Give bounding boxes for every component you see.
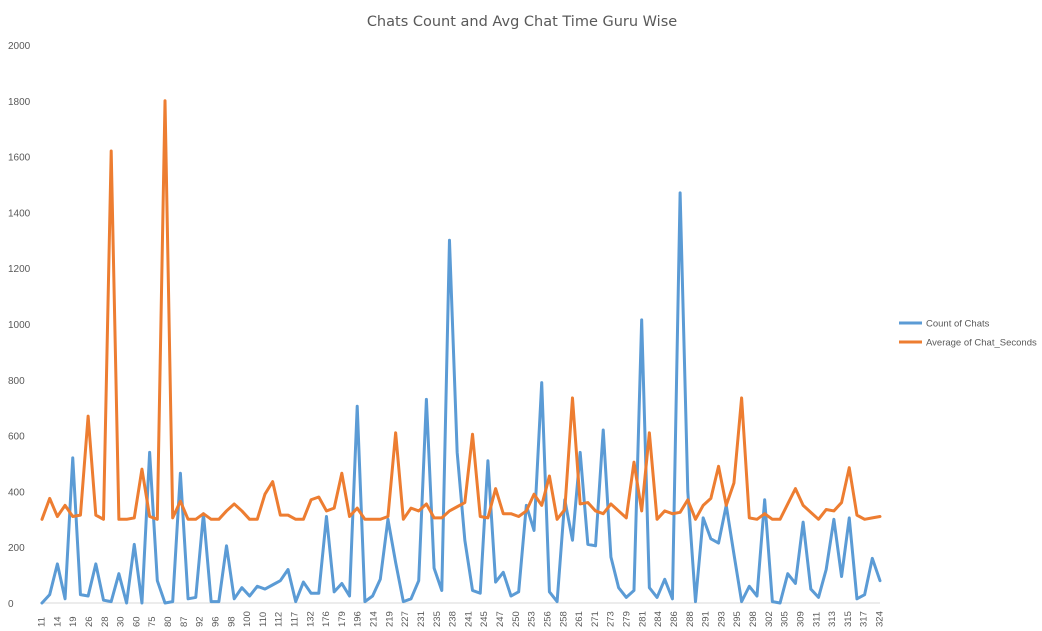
x-tick-label: 219 (384, 611, 395, 627)
x-tick-label: 96 (210, 616, 221, 627)
x-tick-label: 302 (764, 611, 775, 627)
x-tick-label: 298 (748, 611, 759, 627)
x-tick-label: 227 (400, 611, 411, 627)
x-tick-label: 30 (116, 616, 127, 627)
x-tick-label: 291 (701, 611, 712, 627)
x-tick-label: 253 (527, 611, 538, 627)
x-tick-label: 80 (163, 616, 174, 627)
y-axis: 0 200 400 600 800 1000 1200 1400 1600 1800 2000 (8, 41, 31, 610)
x-tick-label: 179 (337, 611, 348, 627)
x-axis: 11 14 19 26 28 30 60 75 80 87 92 96 98 100 110 112 117 13… (37, 602, 886, 627)
y-tick-label: 800 (8, 376, 25, 387)
x-tick-label: 293 (716, 611, 727, 627)
x-tick-label: 271 (590, 611, 601, 627)
x-tick-label: 100 (242, 611, 253, 627)
x-tick-label: 26 (84, 616, 95, 627)
x-tick-label: 14 (52, 616, 63, 627)
x-tick-label: 247 (495, 611, 506, 627)
x-tick-label: 196 (353, 611, 364, 627)
x-tick-label: 288 (685, 611, 696, 627)
x-tick-label: 245 (479, 611, 490, 627)
series-line-average-of-chat-seconds (40, 99, 882, 521)
x-tick-label: 112 (274, 612, 285, 627)
x-tick-label: 117 (289, 612, 300, 627)
x-tick-label: 11 (37, 617, 48, 627)
x-tick-label: 317 (859, 611, 870, 627)
x-tick-label: 324 (875, 611, 886, 627)
x-tick-label: 98 (226, 616, 237, 627)
legend-label: Average of Chat_Seconds (926, 338, 1037, 349)
y-tick-label: 0 (8, 599, 14, 610)
x-tick-label: 295 (732, 611, 743, 627)
x-tick-label: 132 (305, 611, 316, 627)
x-tick-label: 214 (369, 611, 380, 627)
y-tick-label: 400 (8, 487, 25, 498)
x-tick-label: 261 (574, 611, 585, 627)
y-tick-label: 1600 (8, 153, 31, 164)
y-tick-label: 600 (8, 432, 25, 443)
x-tick-label: 250 (511, 611, 522, 627)
x-tick-label: 258 (558, 611, 569, 627)
x-tick-label: 87 (179, 616, 190, 627)
x-tick-label: 92 (195, 616, 206, 627)
x-tick-label: 279 (622, 611, 633, 627)
x-tick-label: 305 (780, 611, 791, 627)
x-tick-label: 19 (68, 616, 79, 627)
x-tick-label: 313 (827, 611, 838, 627)
x-tick-label: 75 (147, 616, 158, 627)
x-tick-label: 256 (542, 611, 553, 627)
y-tick-label: 1200 (8, 264, 31, 275)
chart-title: Chats Count and Avg Chat Time Guru Wise (367, 14, 677, 30)
x-tick-label: 315 (843, 611, 854, 627)
x-tick-label: 176 (321, 611, 332, 627)
legend: Count of Chats Average of Chat_Seconds (899, 319, 1037, 349)
x-tick-label: 284 (653, 611, 664, 627)
x-tick-label: 311 (811, 612, 822, 627)
y-tick-label: 200 (8, 543, 25, 554)
x-tick-label: 231 (416, 611, 427, 627)
y-tick-label: 1000 (8, 320, 31, 331)
x-tick-label: 60 (131, 616, 142, 627)
x-tick-label: 281 (637, 611, 648, 627)
x-tick-label: 309 (795, 611, 806, 627)
y-tick-label: 1400 (8, 208, 31, 219)
x-tick-label: 28 (100, 616, 111, 627)
x-tick-label: 286 (669, 611, 680, 627)
x-tick-label: 110 (258, 612, 269, 627)
x-tick-label: 238 (448, 611, 459, 627)
y-tick-label: 1800 (8, 97, 31, 108)
x-tick-label: 273 (606, 611, 617, 627)
legend-label: Count of Chats (926, 319, 990, 330)
x-tick-label: 241 (463, 611, 474, 627)
x-tick-label: 235 (432, 611, 443, 627)
series-line-count-of-chats (40, 191, 882, 605)
y-tick-label: 2000 (8, 41, 31, 52)
series-layer (40, 99, 882, 605)
